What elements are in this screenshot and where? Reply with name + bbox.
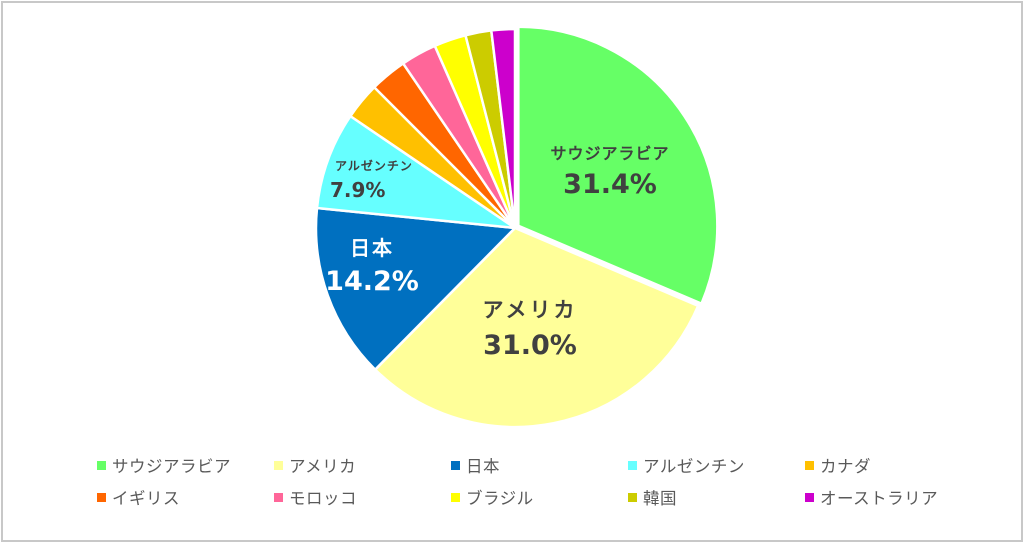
data-label-japan: 日本 14.2% — [310, 238, 434, 295]
legend-label: オーストラリア — [820, 489, 939, 508]
legend-label: モロッコ — [289, 489, 357, 508]
legend-label: イギリス — [112, 489, 180, 508]
legend-swatch — [628, 492, 637, 502]
data-label-pct: 31.0% — [483, 330, 577, 361]
legend-label: アルゼンチン — [643, 457, 745, 476]
legend-item-argentina[interactable]: アルゼンチン — [628, 455, 745, 476]
pie-slice[interactable] — [490, 27, 517, 230]
legend-label: サウジアラビア — [112, 457, 231, 476]
pie-slice[interactable] — [373, 226, 700, 429]
legend-swatch — [628, 460, 637, 470]
legend-label: 韓国 — [643, 489, 677, 508]
legend-swatch — [274, 492, 283, 502]
data-label-name: サウジアラビア — [550, 144, 670, 163]
legend-swatch — [274, 460, 283, 470]
data-label-name: アメリカ — [482, 298, 578, 322]
legend-swatch — [451, 492, 460, 502]
data-label-pct: 7.9% — [330, 178, 386, 202]
legend-item-japan[interactable]: 日本 — [451, 455, 500, 476]
legend-item-brazil[interactable]: ブラジル — [451, 487, 534, 508]
legend-swatch — [97, 492, 106, 502]
legend-item-canada[interactable]: カナダ — [805, 455, 871, 476]
legend-swatch — [805, 492, 814, 502]
legend-swatch — [451, 460, 460, 470]
legend-label: カナダ — [820, 457, 871, 476]
legend-label: 日本 — [466, 457, 500, 476]
legend-item-morocco[interactable]: モロッコ — [274, 487, 357, 508]
pie-slice[interactable] — [315, 114, 517, 230]
data-label-usa: アメリカ 31.0% — [440, 298, 620, 361]
data-label-name: 日本 — [350, 236, 394, 260]
legend-item-usa[interactable]: アメリカ — [274, 455, 357, 476]
legend-item-australia[interactable]: オーストラリア — [805, 487, 939, 508]
legend-swatch — [97, 460, 106, 470]
pie-slice[interactable] — [517, 25, 719, 305]
pie-slice[interactable] — [314, 206, 517, 371]
data-label-saudi-arabia: サウジアラビア 31.4% — [520, 144, 700, 200]
legend-item-uk[interactable]: イギリス — [97, 487, 180, 508]
legend-item-saudi-arabia[interactable]: サウジアラビア — [97, 455, 231, 476]
data-label-name: アルゼンチン — [335, 159, 413, 173]
data-label-pct: 14.2% — [325, 266, 419, 297]
legend-label: ブラジル — [466, 489, 534, 508]
legend-item-korea[interactable]: 韓国 — [628, 487, 677, 508]
legend-swatch — [805, 460, 814, 470]
data-label-pct: 31.4% — [563, 169, 657, 200]
data-label-argentina: アルゼンチン 7.9% — [318, 160, 430, 200]
legend-label: アメリカ — [289, 457, 357, 476]
